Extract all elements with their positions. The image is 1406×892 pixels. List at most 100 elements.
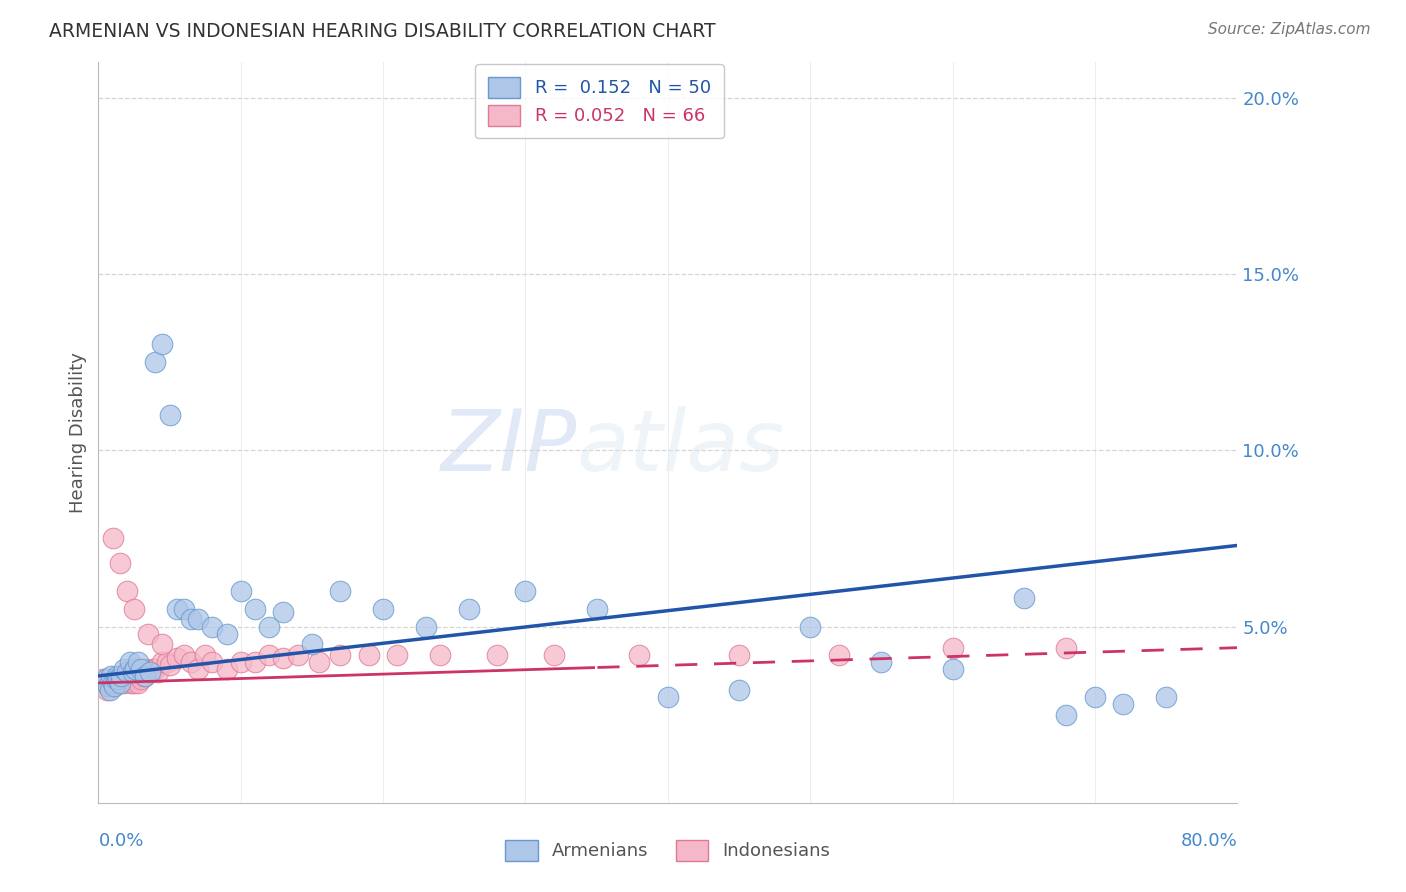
Point — [91, 673, 114, 687]
Point — [145, 355, 167, 369]
Point — [1084, 690, 1107, 704]
Point — [134, 669, 156, 683]
Point — [243, 655, 266, 669]
Point — [166, 602, 188, 616]
Point — [115, 669, 138, 683]
Point — [98, 673, 121, 687]
Point — [229, 655, 252, 669]
Point — [121, 673, 143, 687]
Point — [543, 648, 565, 662]
Point — [108, 676, 131, 690]
Point — [152, 337, 174, 351]
Point — [628, 648, 651, 662]
Point — [104, 673, 127, 687]
Point — [1012, 591, 1035, 606]
Point — [115, 665, 138, 680]
Point — [103, 680, 125, 694]
Point — [187, 612, 209, 626]
Point — [135, 662, 157, 676]
Point — [105, 673, 128, 687]
Point — [828, 648, 851, 662]
Point — [107, 676, 129, 690]
Point — [1056, 640, 1078, 655]
Point — [1056, 707, 1078, 722]
Point — [112, 662, 135, 676]
Point — [194, 648, 217, 662]
Point — [166, 651, 188, 665]
Point — [187, 662, 209, 676]
Point — [799, 619, 821, 633]
Point — [357, 648, 380, 662]
Point — [229, 584, 252, 599]
Point — [124, 662, 146, 676]
Point — [98, 683, 121, 698]
Point — [159, 658, 181, 673]
Point — [429, 648, 451, 662]
Point — [127, 655, 149, 669]
Point — [138, 665, 160, 680]
Point — [136, 626, 159, 640]
Point — [457, 602, 479, 616]
Point — [122, 602, 145, 616]
Point — [112, 676, 135, 690]
Point — [101, 676, 124, 690]
Point — [108, 556, 131, 570]
Point — [259, 648, 281, 662]
Point — [110, 669, 132, 683]
Point — [1154, 690, 1177, 704]
Point — [173, 602, 195, 616]
Text: ARMENIAN VS INDONESIAN HEARING DISABILITY CORRELATION CHART: ARMENIAN VS INDONESIAN HEARING DISABILIT… — [49, 22, 716, 41]
Point — [127, 676, 149, 690]
Point — [273, 606, 295, 620]
Point — [942, 640, 965, 655]
Point — [118, 655, 141, 669]
Point — [141, 662, 163, 676]
Point — [215, 662, 238, 676]
Point — [329, 584, 352, 599]
Point — [273, 651, 295, 665]
Point — [180, 612, 202, 626]
Point — [111, 673, 134, 687]
Point — [243, 602, 266, 616]
Text: 80.0%: 80.0% — [1181, 832, 1237, 850]
Point — [156, 655, 179, 669]
Point — [121, 665, 143, 680]
Point — [486, 648, 509, 662]
Point — [728, 648, 751, 662]
Point — [125, 673, 148, 687]
Point — [94, 673, 117, 687]
Point — [373, 602, 395, 616]
Point — [180, 655, 202, 669]
Point — [110, 669, 132, 683]
Point — [515, 584, 537, 599]
Point — [1112, 697, 1135, 711]
Point — [387, 648, 409, 662]
Text: atlas: atlas — [576, 406, 785, 489]
Point — [104, 673, 127, 687]
Point — [138, 665, 160, 680]
Point — [103, 680, 125, 694]
Point — [105, 669, 128, 683]
Point — [148, 665, 170, 680]
Text: ZIP: ZIP — [440, 406, 576, 489]
Point — [107, 673, 129, 687]
Point — [118, 669, 141, 683]
Point — [117, 673, 139, 687]
Text: Source: ZipAtlas.com: Source: ZipAtlas.com — [1208, 22, 1371, 37]
Point — [301, 637, 323, 651]
Point — [287, 648, 309, 662]
Point — [96, 683, 118, 698]
Point — [132, 669, 155, 683]
Point — [173, 648, 195, 662]
Point — [115, 584, 138, 599]
Point — [128, 669, 150, 683]
Point — [308, 655, 330, 669]
Point — [120, 676, 142, 690]
Point — [201, 619, 224, 633]
Text: 0.0%: 0.0% — [98, 832, 143, 850]
Point — [114, 673, 136, 687]
Point — [942, 662, 965, 676]
Point — [201, 655, 224, 669]
Point — [100, 669, 122, 683]
Point — [108, 669, 131, 683]
